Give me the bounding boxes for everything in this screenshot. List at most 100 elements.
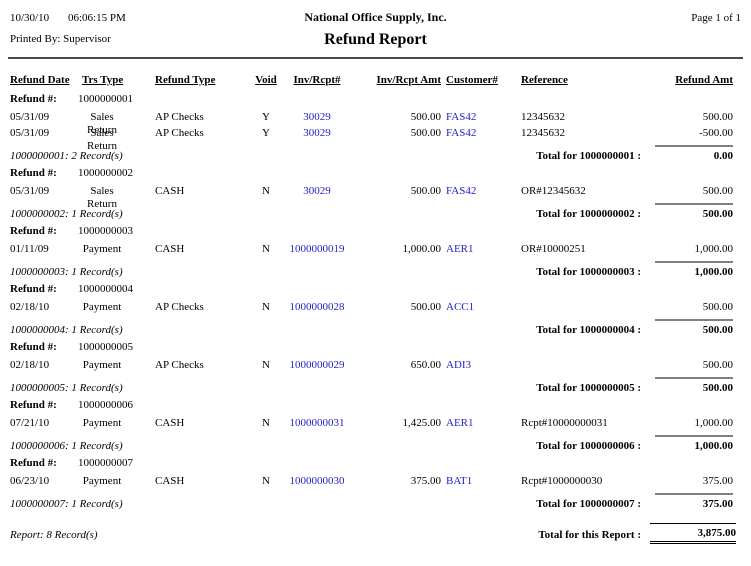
report-total-value: 3,875.00 [650,523,736,544]
refund-amt-cell: -500.00 [699,127,733,139]
col-header-inv-rcpt: Inv/Rcpt# [293,74,341,86]
header-rule [8,57,743,59]
customer-link[interactable]: FAS42 [446,127,477,139]
refund-type-cell: CASH [155,475,185,487]
col-header-inv-rcpt-amt: Inv/Rcpt Amt [376,74,441,86]
col-header-void: Void [255,74,277,86]
refund-number-label: Refund #: [10,283,57,295]
refund-number-value: 1000000003 [78,225,133,237]
refund-amt-cell: 375.00 [702,475,733,487]
reference-cell: 12345632 [521,127,565,139]
refund-date-cell: 05/31/09 [10,127,50,139]
void-cell: N [262,417,270,429]
refund-amt-cell: 1,000.00 [694,243,734,255]
inv-rcpt-link[interactable]: 30029 [303,185,331,197]
customer-link[interactable]: ACC1 [446,301,475,313]
inv-rcpt-amt-cell: 500.00 [410,111,441,123]
section-rows: 05/31/09 Sales Return AP Checks Y 30029 … [0,111,751,152]
refund-section: Refund #: 1000000005 02/18/10 Payment AP… [0,341,751,397]
inv-rcpt-link[interactable]: 30029 [303,111,331,123]
section-record-count: 1000000007: 1 Record(s) [10,498,123,510]
customer-link[interactable]: AER1 [446,243,474,255]
refund-type-cell: AP Checks [155,127,204,139]
inv-rcpt-amt-cell: 375.00 [410,475,441,487]
trs-type-cell: Payment [82,243,122,255]
reference-cell: 12345632 [521,111,565,123]
refund-detail-row: 01/11/09 Payment CASH N 1000000019 1,000… [10,243,751,259]
section-total-row: 1000000006: 1 Record(s) Total for 100000… [0,435,751,455]
refund-section: Refund #: 1000000004 02/18/10 Payment AP… [0,283,751,339]
section-rows: 07/21/10 Payment CASH N 1000000031 1,425… [0,417,751,433]
customer-link[interactable]: AER1 [446,417,474,429]
section-total-label: Total for 1000000007 : [536,498,641,510]
refund-amt-cell: 500.00 [702,301,733,313]
section-total-value: 1,000.00 [655,435,733,452]
section-rows: 02/18/10 Payment AP Checks N 1000000029 … [0,359,751,375]
refund-number-value: 1000000005 [78,341,133,353]
section-total-label: Total for 1000000001 : [536,150,641,162]
section-total-value: 0.00 [655,145,733,162]
void-cell: N [262,359,270,371]
section-record-count: 1000000005: 1 Record(s) [10,382,123,394]
customer-link[interactable]: FAS42 [446,185,477,197]
refund-type-cell: CASH [155,417,185,429]
inv-rcpt-link[interactable]: 30029 [303,127,331,139]
refund-number-label: Refund #: [10,225,57,237]
refund-detail-row: 06/23/10 Payment CASH N 1000000030 375.0… [10,475,751,491]
section-total-row: 1000000005: 1 Record(s) Total for 100000… [0,377,751,397]
refund-number-row: Refund #: 1000000006 [0,399,751,413]
void-cell: N [262,185,270,197]
section-rows: 02/18/10 Payment AP Checks N 1000000028 … [0,301,751,317]
section-total-label: Total for 1000000005 : [536,382,641,394]
void-cell: Y [262,127,270,139]
reference-cell: OR#12345632 [521,185,586,197]
inv-rcpt-link[interactable]: 1000000030 [289,475,345,487]
refund-number-value: 1000000007 [78,457,133,469]
void-cell: N [262,243,270,255]
col-header-refund-type: Refund Type [155,74,216,86]
inv-rcpt-amt-cell: 500.00 [410,301,441,313]
trs-type-cell: Payment [82,359,122,371]
inv-rcpt-link[interactable]: 1000000019 [289,243,345,255]
report-time: 06:06:15 PM [68,12,126,24]
refund-type-cell: AP Checks [155,111,204,123]
section-record-count: 1000000004: 1 Record(s) [10,324,123,336]
refund-number-label: Refund #: [10,341,57,353]
refund-detail-row: 05/31/09 Sales Return CASH N 30029 500.0… [10,185,751,210]
customer-link[interactable]: BAT1 [446,475,473,487]
page-indicator: Page 1 of 1 [691,12,741,24]
refund-date-cell: 02/18/10 [10,359,50,371]
inv-rcpt-link[interactable]: 1000000028 [289,301,345,313]
refund-number-label: Refund #: [10,399,57,411]
reference-cell: Rcpt#1000000030 [521,475,603,487]
reference-cell: Rcpt#10000000031 [521,417,608,429]
customer-link[interactable]: FAS42 [446,111,477,123]
refund-type-cell: CASH [155,185,185,197]
refund-date-cell: 05/31/09 [10,111,50,123]
reference-cell: OR#10000251 [521,243,586,255]
refund-detail-row: 05/31/09 Sales Return AP Checks Y 30029 … [10,127,751,152]
section-total-label: Total for 1000000003 : [536,266,641,278]
col-header-reference: Reference [521,74,568,86]
refund-date-cell: 06/23/10 [10,475,50,487]
refund-section: Refund #: 1000000003 01/11/09 Payment CA… [0,225,751,281]
refund-type-cell: CASH [155,243,185,255]
section-rows: 01/11/09 Payment CASH N 1000000019 1,000… [0,243,751,259]
refund-number-label: Refund #: [10,457,57,469]
report-total-label: Total for this Report : [538,529,641,541]
customer-link[interactable]: ADI3 [446,359,472,371]
section-total-value: 375.00 [655,493,733,510]
inv-rcpt-link[interactable]: 1000000029 [289,359,345,371]
inv-rcpt-amt-cell: 500.00 [410,185,441,197]
refund-number-value: 1000000002 [78,167,133,179]
refund-type-cell: AP Checks [155,301,204,313]
refund-amt-cell: 500.00 [702,359,733,371]
printed-by-label: Printed By: Supervisor [10,33,111,45]
report-body: Refund Date Trs Type Refund Type Void In… [0,74,751,547]
report-record-count: Report: 8 Record(s) [10,529,98,541]
refund-amt-cell: 500.00 [702,185,733,197]
inv-rcpt-link[interactable]: 1000000031 [289,417,345,429]
refund-amt-cell: 500.00 [702,111,733,123]
refund-number-value: 1000000001 [78,93,133,105]
